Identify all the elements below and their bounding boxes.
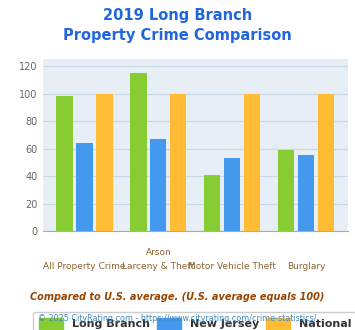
Text: Arson: Arson [146,248,171,257]
Text: Compared to U.S. average. (U.S. average equals 100): Compared to U.S. average. (U.S. average … [30,292,325,302]
Text: All Property Crime: All Property Crime [43,262,126,271]
Bar [150,139,166,231]
Bar [244,94,260,231]
Bar [318,94,334,231]
Bar [224,158,240,231]
Bar [76,143,93,231]
Text: Motor Vehicle Theft: Motor Vehicle Theft [188,262,276,271]
Bar [204,175,220,231]
Text: Property Crime Comparison: Property Crime Comparison [63,28,292,43]
Bar [130,73,147,231]
Text: 2019 Long Branch: 2019 Long Branch [103,8,252,23]
Text: © 2025 CityRating.com - https://www.cityrating.com/crime-statistics/: © 2025 CityRating.com - https://www.city… [38,314,317,323]
Text: Burglary: Burglary [287,262,325,271]
Legend: Long Branch, New Jersey, National: Long Branch, New Jersey, National [33,312,355,330]
Bar [278,150,294,231]
Bar [56,96,73,231]
Bar [298,155,314,231]
Bar [170,94,186,231]
Text: Larceny & Theft: Larceny & Theft [122,262,195,271]
Bar [96,94,113,231]
